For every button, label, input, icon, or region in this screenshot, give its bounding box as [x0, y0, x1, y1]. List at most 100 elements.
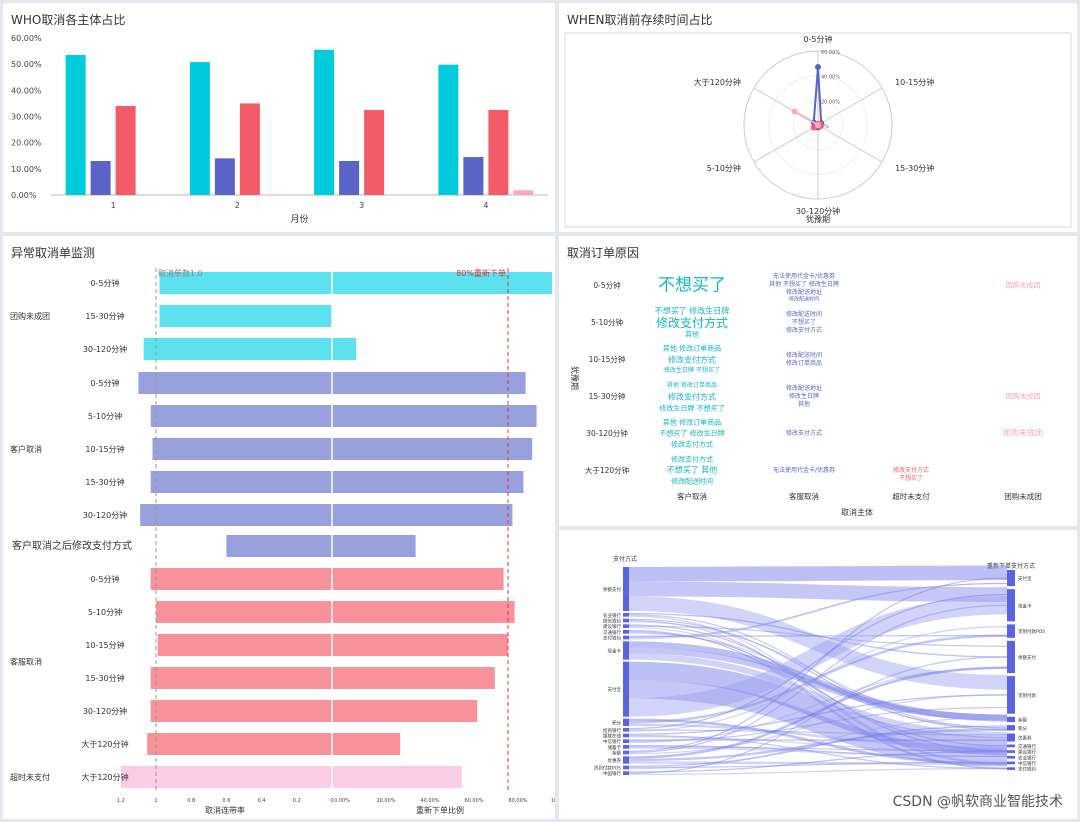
- sankey-link: [628, 626, 1008, 732]
- radar-tick-label: 20.00%: [821, 99, 840, 105]
- sankey-link: [628, 619, 1008, 765]
- right-bar: [332, 568, 504, 590]
- row-label: 10-15分钟: [85, 444, 124, 454]
- bar: [389, 194, 410, 195]
- x-tick-label: 3: [359, 201, 364, 210]
- bar: [65, 55, 86, 196]
- sankey-link: [628, 717, 1008, 770]
- reason-word: 无法使用代金卡/优惠券: [773, 272, 835, 280]
- sankey-link: [628, 661, 1008, 756]
- left-bar: [140, 504, 332, 526]
- group-label: 团购未成团: [10, 311, 50, 321]
- sankey-link: [628, 746, 1008, 752]
- row-label: 15-30分钟: [85, 477, 124, 487]
- row-label: 大于120分钟: [585, 465, 630, 475]
- bar: [339, 160, 360, 195]
- left-bar: [150, 667, 332, 689]
- row-label: 0-5分钟: [593, 280, 621, 290]
- sankey-right-label: 货到付款POS: [1018, 628, 1045, 635]
- bar: [239, 103, 260, 195]
- sankey-link: [628, 666, 1008, 759]
- left-tick-label: 1: [154, 798, 157, 804]
- radar-axis-label: 5-10分钟: [707, 163, 741, 173]
- row-label: 15-30分钟: [589, 391, 626, 401]
- sankey-link: [628, 750, 1008, 773]
- sankey-left-node: [623, 624, 629, 628]
- radar-axis-label: 10-15分钟: [895, 77, 934, 87]
- sankey-left-node: [623, 567, 629, 611]
- sankey-left-node: [623, 750, 629, 755]
- sankey-link: [628, 582, 1008, 640]
- reason-word: 其他 修改订单商品: [663, 343, 721, 352]
- sankey-right-node: [1007, 767, 1015, 770]
- sankey-link: [628, 631, 1008, 747]
- reason-word: 修改订单商品: [786, 359, 822, 367]
- sankey-left-node: [623, 771, 629, 775]
- reason-word: 不想买了: [658, 276, 726, 296]
- reason-word: 修改配送地址: [786, 288, 822, 296]
- right-bar: [332, 700, 478, 722]
- left-tick-label: 0.8: [187, 798, 195, 804]
- sankey-right-label: 农业银行: [1018, 754, 1036, 761]
- sankey-left-label: 银联在线: [603, 733, 621, 740]
- reason-word: 其他 不想买了 修改生日牌: [769, 280, 839, 288]
- sankey-right-label: 支付钱包: [1018, 766, 1036, 773]
- who-title: WHO取消各主体占比: [11, 13, 126, 27]
- sankey-left-node: [623, 618, 629, 623]
- sankey-right-node: [1007, 589, 1015, 622]
- sankey-right-label: 余额支付: [1018, 654, 1036, 661]
- sankey-left-node: [623, 728, 629, 732]
- sankey-link: [628, 618, 1008, 731]
- left-bar: [138, 372, 332, 394]
- column-label: 客服取消: [789, 491, 819, 501]
- sankey-left-label: 余额支付: [603, 586, 621, 593]
- left-tick-label: 0.4: [258, 798, 266, 804]
- right-tick-label: 60.00%: [464, 798, 483, 804]
- right-bar: [332, 766, 462, 788]
- right-tick-label: 0.00%: [334, 798, 350, 804]
- sankey-left-node: [623, 733, 629, 738]
- row-label: 30-120分钟: [83, 344, 127, 354]
- sankey-link: [628, 680, 1008, 767]
- reason-panel: 取消订单原因 0-5分钟 5-10分钟 10-15分钟 15-30分钟 30-120分钟…: [559, 236, 1077, 526]
- row-label: 大于120分钟: [81, 739, 128, 749]
- y-axis-title: 犹豫期: [570, 366, 580, 390]
- reason-word: 修改配送地址: [786, 384, 822, 392]
- row-label: 0-5分钟: [90, 574, 119, 584]
- sankey-right-node: [1007, 733, 1015, 742]
- right-bar: [332, 471, 524, 493]
- sankey-left-label: 农业银行: [603, 612, 621, 619]
- monitor-chart: 0-5分钟15-30分钟30-120分钟0-5分钟5-10分钟10-15分钟15…: [10, 266, 555, 815]
- bar: [189, 62, 210, 195]
- sankey-link: [628, 653, 1008, 738]
- sankey-link: [628, 621, 1008, 722]
- sankey-link: [628, 634, 1008, 724]
- sankey-left-label: 中国银行: [603, 770, 621, 777]
- right-bar: [332, 405, 537, 427]
- radar-axis-label: 0-5分钟: [803, 34, 832, 44]
- right-tick-label: 20.00%: [376, 798, 395, 804]
- sankey-left-node: [623, 661, 629, 717]
- sankey-link: [628, 761, 1008, 766]
- y-tick-label: 50.00%: [11, 60, 42, 69]
- bar: [264, 194, 285, 195]
- column-label: 客户取消: [677, 491, 707, 501]
- right-bar: [332, 601, 515, 623]
- reason-word: 修改支付方式: [786, 326, 822, 334]
- sankey-right-node: [1007, 640, 1015, 674]
- left-tick-label: 0.2: [293, 798, 301, 804]
- bar: [214, 158, 235, 195]
- reason-word: 修改支付方式: [656, 315, 728, 330]
- left-axis-title: 取消连带率: [205, 805, 245, 815]
- sankey-link: [628, 736, 1008, 753]
- right-bar: [332, 338, 357, 360]
- sankey-left-label: 招商银行: [603, 727, 621, 734]
- sankey-right-label: 建设银行: [1018, 749, 1036, 756]
- reason-word: 修改支付方式: [668, 355, 716, 365]
- right-bar: [332, 438, 533, 460]
- sankey-link: [628, 667, 1008, 744]
- watermark: CSDN @帆软商业智能技术: [892, 794, 1063, 810]
- sankey-link: [628, 761, 1008, 769]
- group-label: 客服取消: [10, 657, 42, 667]
- row-label: 0-5分钟: [90, 378, 119, 388]
